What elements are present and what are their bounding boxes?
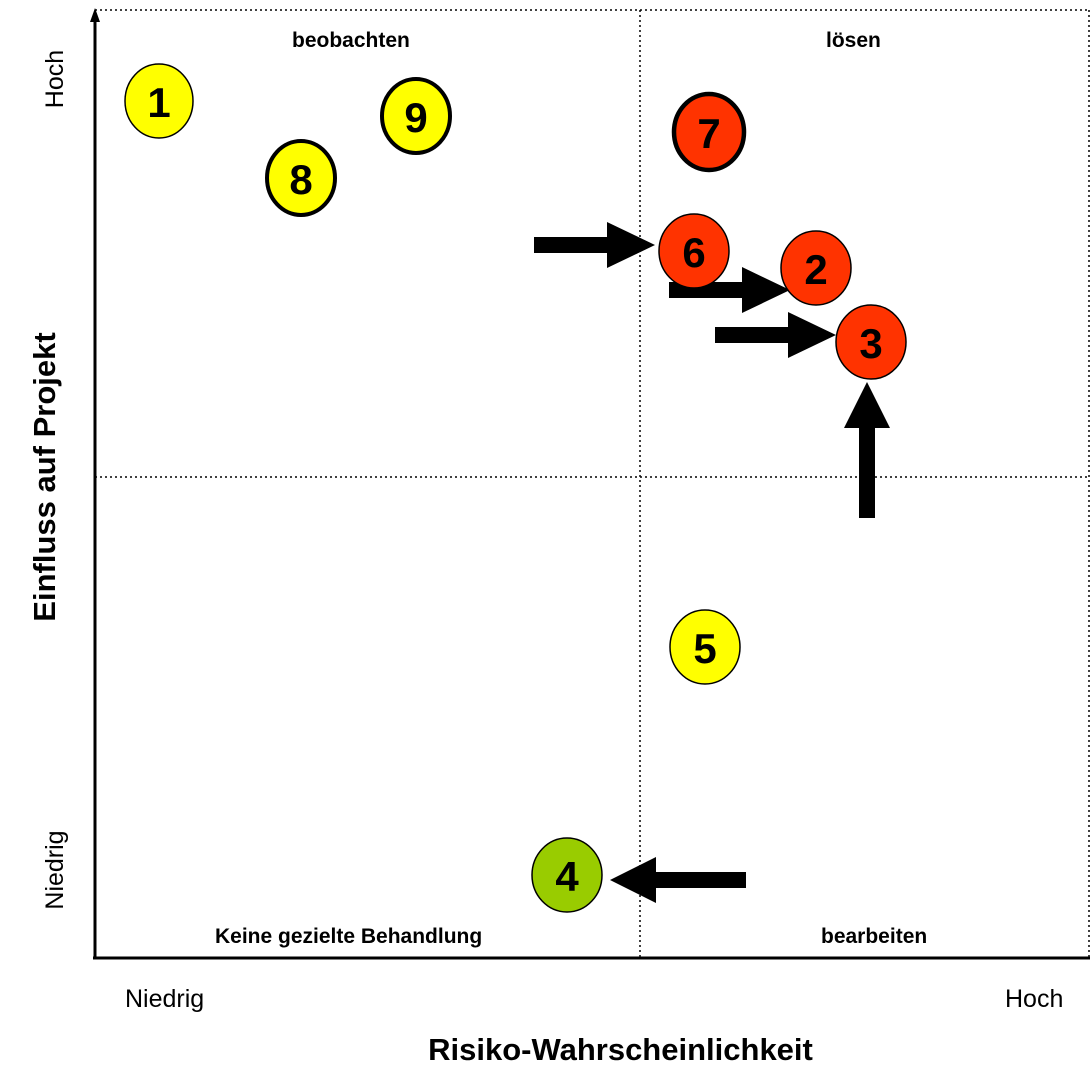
risk-label: 2 — [804, 246, 827, 293]
risk-3[interactable]: 3 — [835, 304, 907, 380]
y-axis-title: Einfluss auf Projekt — [27, 332, 62, 622]
x-axis-low-label: Niedrig — [125, 985, 205, 1013]
arrow-to-risk-6 — [534, 222, 655, 268]
y-axis-high-label: Hoch — [41, 49, 69, 109]
risk-5[interactable]: 5 — [669, 609, 741, 685]
risk-circle — [380, 77, 452, 155]
risk-circle — [780, 230, 852, 306]
arrow-to-risk-3 — [715, 312, 836, 358]
quadrant-label-process: bearbeiten — [821, 925, 928, 948]
x-axis-title: Risiko-Wahrscheinlichkeit — [428, 1032, 813, 1067]
risk-label: 3 — [859, 320, 882, 367]
risk-1[interactable]: 1 — [124, 63, 194, 139]
risk-label: 8 — [289, 156, 312, 203]
arrow-up-to-risk-3 — [844, 382, 890, 518]
y-axis-arrowhead — [90, 8, 100, 22]
risk-circle — [671, 91, 747, 173]
risk-6[interactable]: 6 — [658, 213, 730, 289]
quadrant-label-observe: beobachten — [292, 29, 410, 52]
risk-label: 6 — [682, 229, 705, 276]
risk-2[interactable]: 2 — [780, 230, 852, 306]
risk-label: 5 — [693, 625, 716, 672]
risk-circle — [835, 304, 907, 380]
risk-4[interactable]: 4 — [531, 837, 603, 913]
risk-circle — [658, 213, 730, 289]
arrow-to-risk-4 — [610, 857, 746, 903]
risk-circle — [265, 139, 337, 217]
risk-circle — [531, 837, 603, 913]
risk-label: 4 — [555, 853, 579, 900]
y-axis-low-label: Niedrig — [41, 830, 69, 910]
risk-circle — [669, 609, 741, 685]
risk-label: 7 — [697, 110, 720, 157]
risk-9[interactable]: 9 — [380, 77, 452, 155]
quadrant-label-no-treatment: Keine gezielte Behandlung — [215, 925, 483, 948]
quadrant-label-solve: lösen — [826, 29, 881, 52]
risk-circle — [124, 63, 194, 139]
risk-8[interactable]: 8 — [265, 139, 337, 217]
risk-label: 1 — [147, 79, 170, 126]
risk-label: 9 — [404, 94, 427, 141]
risk-7[interactable]: 7 — [671, 91, 747, 173]
x-axis-high-label: Hoch — [1005, 985, 1064, 1013]
